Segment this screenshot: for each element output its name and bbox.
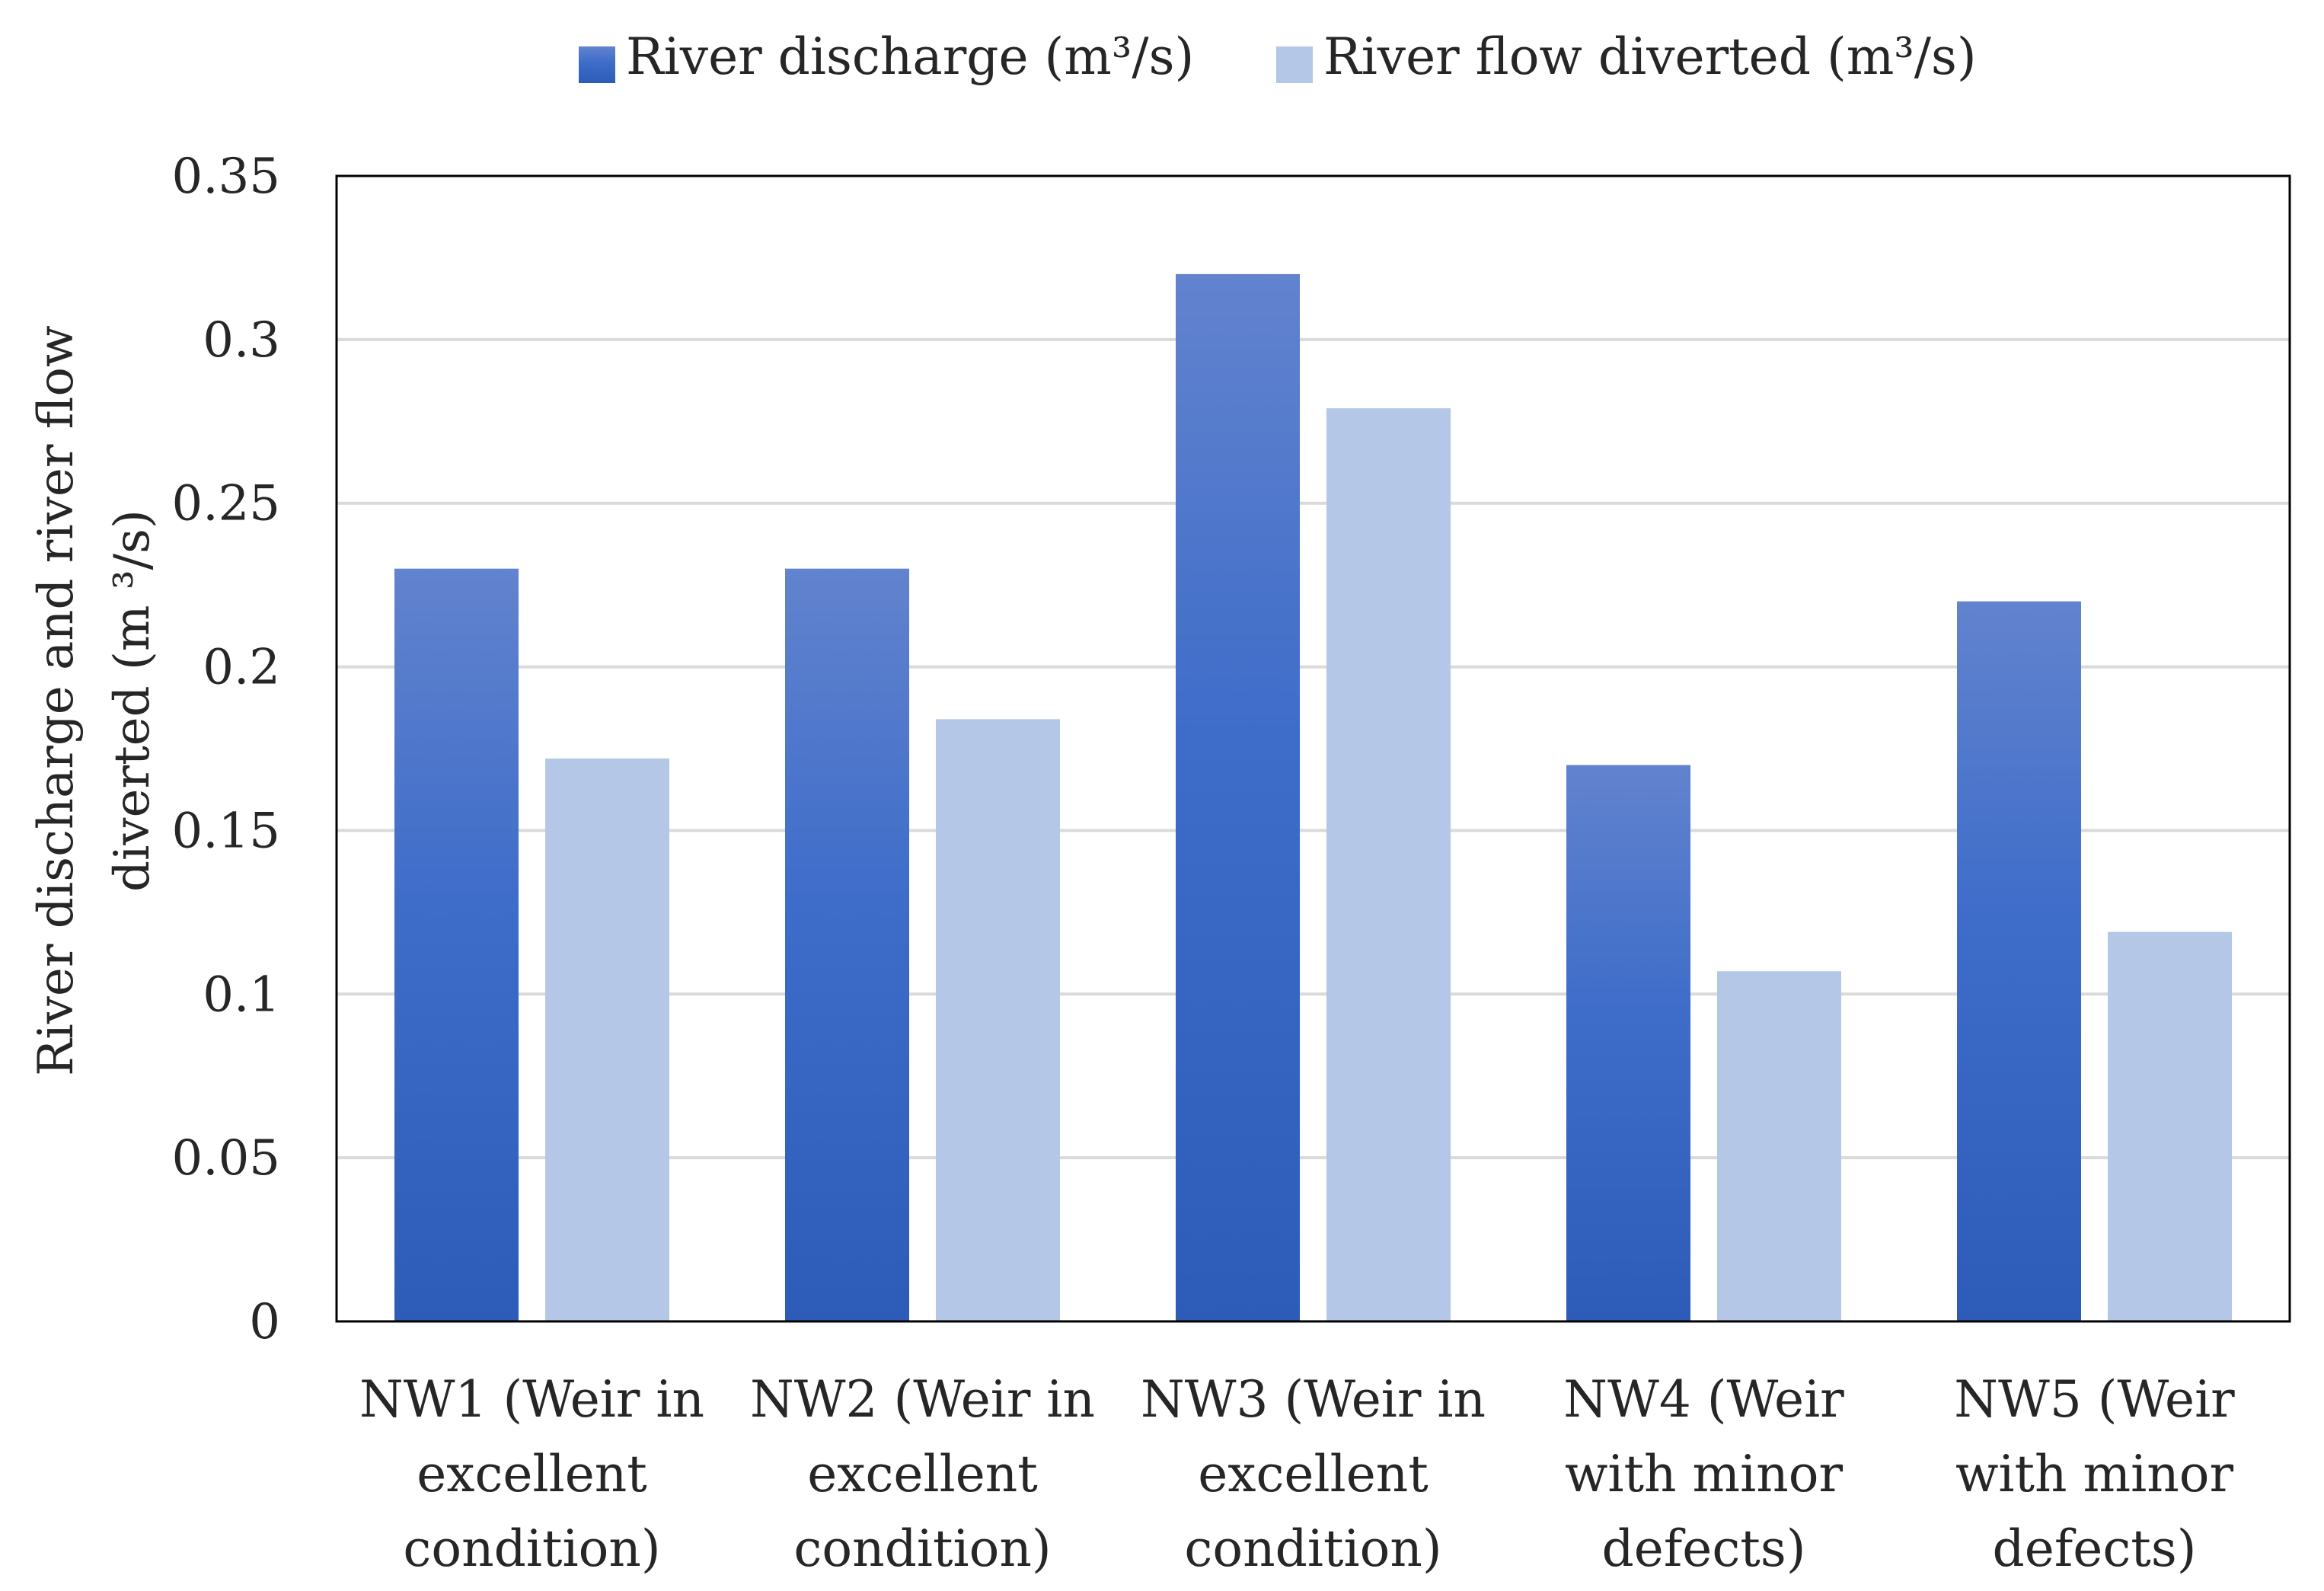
y-axis-ticks: 0 0.05 0.1 0.15 0.2 0.25 0.3 0.35 <box>172 149 281 1350</box>
x-category-label: NW1 (Weir in <box>359 1370 704 1429</box>
y-axis-title-line-1: River discharge and river flow <box>28 325 85 1076</box>
bar-river-flow-diverted <box>1717 971 1841 1321</box>
y-tick-label: 0.15 <box>172 803 281 859</box>
legend-label-river-flow-diverted: River flow diverted (m³/s) <box>1323 27 1977 86</box>
y-tick-label: 0.3 <box>203 312 280 369</box>
x-category-label: excellent <box>807 1445 1038 1503</box>
bar-river-discharge <box>785 568 909 1321</box>
y-tick-label: 0.1 <box>203 966 280 1023</box>
bar-river-flow-diverted <box>1326 408 1451 1321</box>
legend: River discharge (m³/s) River flow divert… <box>579 27 1977 86</box>
y-tick-label: 0.25 <box>172 476 281 532</box>
plot-frame <box>335 174 2291 1323</box>
x-category-label: NW3 (Weir in <box>1141 1370 1486 1429</box>
y-tick-label: 0.2 <box>203 640 280 696</box>
x-category-label: NW4 (Weir <box>1563 1370 1844 1429</box>
bar-river-discharge <box>1957 601 2081 1321</box>
x-category-label: excellent <box>417 1445 647 1503</box>
y-tick-label: 0.35 <box>172 149 281 205</box>
legend-swatch-river-flow-diverted <box>1276 46 1313 83</box>
y-tick-label: 0.05 <box>172 1130 281 1187</box>
x-category-label: with minor <box>1955 1445 2234 1503</box>
y-tick-label: 0 <box>249 1294 280 1350</box>
x-category-label: condition) <box>403 1519 660 1578</box>
bar-river-discharge <box>394 568 519 1321</box>
bar-river-discharge <box>1566 765 1690 1321</box>
bar-river-flow-diverted <box>2108 931 2232 1321</box>
bar-river-flow-diverted <box>545 758 669 1321</box>
x-category-label: condition) <box>1184 1519 1441 1578</box>
x-category-label: condition) <box>793 1519 1051 1578</box>
x-category-label: excellent <box>1198 1445 1429 1503</box>
bars <box>394 273 2232 1321</box>
bar-river-discharge <box>1176 273 1300 1321</box>
legend-label-river-discharge: River discharge (m³/s) <box>626 27 1194 86</box>
bar-river-flow-diverted <box>936 719 1060 1321</box>
x-category-label: defects) <box>1602 1519 1806 1578</box>
x-category-label: NW2 (Weir in <box>750 1370 1095 1429</box>
x-axis-labels: NW1 (Weir in excellent condition) NW2 (Weir… <box>359 1370 2235 1578</box>
x-category-label: defects) <box>1993 1519 2197 1578</box>
x-category-label: with minor <box>1565 1445 1844 1503</box>
y-axis-title-line-2: diverted (m ³/s) <box>104 510 161 892</box>
x-category-label: NW5 (Weir <box>1954 1370 2235 1429</box>
legend-swatch-river-discharge <box>579 46 615 83</box>
